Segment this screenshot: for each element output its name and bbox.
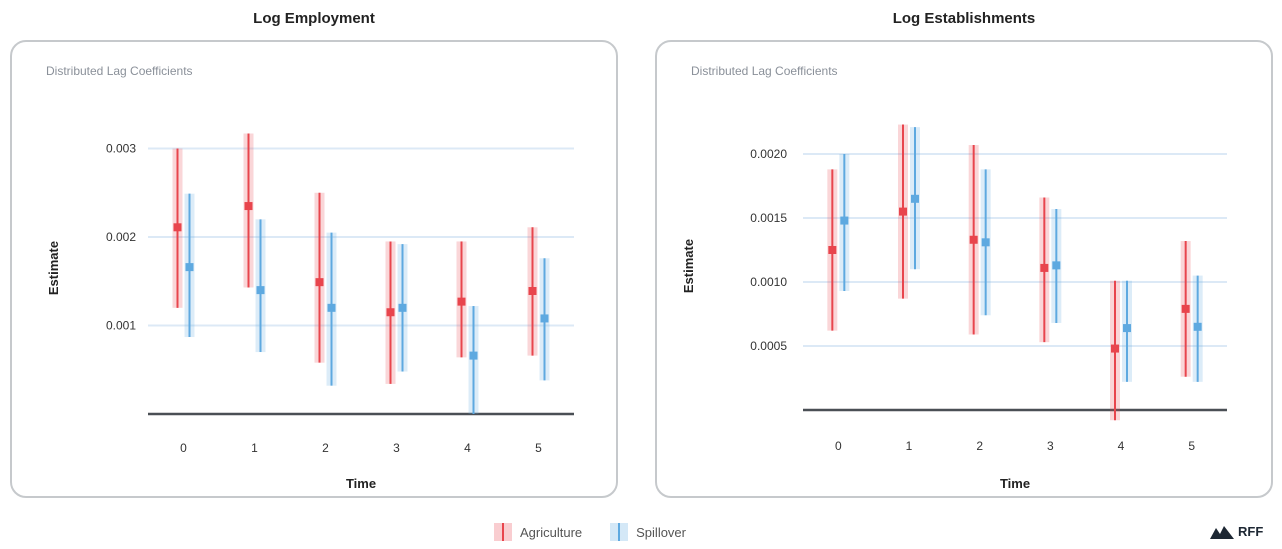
y-tick-label: 0.0005 [750,339,787,353]
point-estimate-agriculture [386,308,395,317]
y-tick-label: 0.002 [106,230,136,244]
chart-panel-log-employment: Distributed Lag Coefficients 0.001 0.002 0… [10,40,618,498]
point-estimate-spillover [398,303,407,312]
chart-title-log-employment: Log Employment [253,10,375,27]
point-estimate-agriculture [899,207,907,216]
point-estimate-agriculture [1040,263,1049,272]
x-tick-label: 5 [1188,439,1195,453]
y-tick-label: 0.003 [106,142,136,156]
x-axis-label: Time [346,476,376,491]
rff-mountain-icon [1210,525,1234,539]
point-estimate-spillover [981,238,990,247]
point-estimate-spillover [256,286,265,295]
legend-item-agriculture: Agriculture [494,523,582,541]
chart-plot-log-employment: 0.001 0.002 0.003 0 1 2 3 4 5 Time Estimate [46,133,574,491]
legend-swatch-spillover [610,523,629,541]
x-tick-label: 5 [535,441,542,455]
point-estimate-spillover [1193,322,1202,331]
legend-label-agriculture: Agriculture [520,524,583,540]
chart-plot-log-establishments: 0.0005 0.0010 0.0015 0.0020 0 1 2 3 4 5 Time Estima… [681,124,1227,491]
logo-text: RFF [1238,524,1264,539]
point-estimate-spillover [911,194,919,203]
point-estimate-agriculture [173,223,182,232]
legend-item-spillover: Spillover [610,523,686,541]
x-tick-label: 2 [976,439,983,453]
legend-label-spillover: Spillover [636,524,686,540]
point-estimate-spillover [1123,324,1131,333]
y-tick-label: 0.001 [106,319,136,333]
x-tick-label: 1 [251,441,258,455]
point-estimate-spillover [840,216,849,225]
x-tick-label: 0 [835,439,842,453]
y-axis-label: Estimate [46,241,61,295]
point-estimate-spillover [469,351,478,360]
point-estimate-agriculture [1111,344,1119,353]
chart-subtitle: Distributed Lag Coefficients [691,64,838,78]
x-tick-label: 4 [1118,439,1125,453]
chart-title-log-establishments: Log Establishments [892,10,1036,27]
point-estimate-spillover [1052,261,1061,270]
x-tick-label: 3 [1047,439,1054,453]
x-tick-label: 1 [906,439,913,453]
y-tick-label: 0.0020 [750,147,787,161]
point-estimate-agriculture [528,287,537,296]
y-tick-label: 0.0010 [750,275,787,289]
point-estimate-agriculture [315,278,324,287]
legend-swatch-agriculture [494,523,512,541]
point-estimate-spillover [327,303,336,312]
x-tick-label: 2 [322,441,329,455]
x-axis-label: Time [1000,476,1030,491]
legend: Agriculture Spillover [494,523,714,541]
chart-subtitle: Distributed Lag Coefficients [46,64,193,78]
y-tick-label: 0.0015 [750,211,787,225]
rff-logo: RFF [1210,524,1263,539]
point-estimate-spillover [185,263,194,272]
x-tick-label: 4 [464,441,471,455]
x-tick-label: 3 [393,441,400,455]
point-estimate-agriculture [969,235,978,244]
point-estimate-agriculture [1181,304,1190,313]
x-tick-label: 0 [180,441,187,455]
y-axis-label: Estimate [681,239,696,293]
point-estimate-agriculture [244,202,253,211]
point-estimate-spillover [540,314,549,323]
point-estimate-agriculture [828,246,837,254]
point-estimate-agriculture [457,297,466,306]
chart-panel-log-establishments: Distributed Lag Coefficients 0.0005 0.001… [655,40,1273,498]
